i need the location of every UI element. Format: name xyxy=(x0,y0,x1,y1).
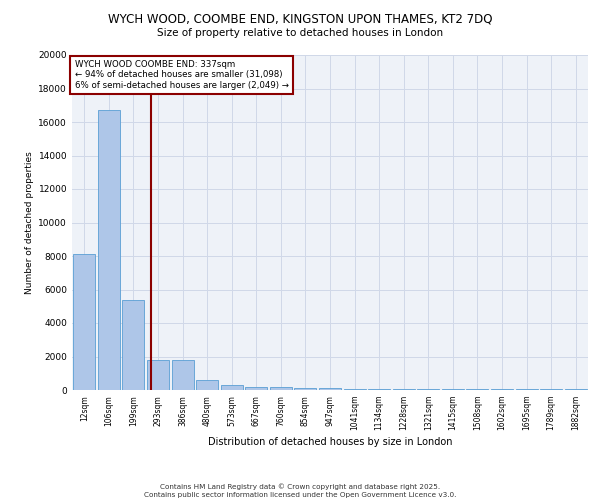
Bar xyxy=(147,360,169,390)
Y-axis label: Number of detached properties: Number of detached properties xyxy=(25,151,34,294)
Bar xyxy=(442,389,464,390)
Bar xyxy=(196,380,218,390)
Text: Size of property relative to detached houses in London: Size of property relative to detached ho… xyxy=(157,28,443,38)
Bar xyxy=(417,389,439,390)
Bar xyxy=(98,110,120,390)
Bar xyxy=(122,300,145,390)
Bar xyxy=(515,389,538,390)
Bar xyxy=(319,388,341,390)
Bar xyxy=(491,389,513,390)
Text: Contains HM Land Registry data © Crown copyright and database right 2025.
Contai: Contains HM Land Registry data © Crown c… xyxy=(144,484,456,498)
Bar xyxy=(392,389,415,390)
Bar xyxy=(466,389,488,390)
Text: WYCH WOOD COOMBE END: 337sqm
← 94% of detached houses are smaller (31,098)
6% of: WYCH WOOD COOMBE END: 337sqm ← 94% of de… xyxy=(74,60,289,90)
Bar xyxy=(172,360,194,390)
Text: WYCH WOOD, COOMBE END, KINGSTON UPON THAMES, KT2 7DQ: WYCH WOOD, COOMBE END, KINGSTON UPON THA… xyxy=(108,12,492,26)
Bar xyxy=(295,388,316,390)
Bar xyxy=(245,386,268,390)
Bar xyxy=(270,388,292,390)
Bar xyxy=(344,389,365,390)
Bar xyxy=(73,254,95,390)
Bar xyxy=(368,389,390,390)
Bar xyxy=(221,385,243,390)
X-axis label: Distribution of detached houses by size in London: Distribution of detached houses by size … xyxy=(208,438,452,448)
Bar xyxy=(540,389,562,390)
Bar xyxy=(565,389,587,390)
